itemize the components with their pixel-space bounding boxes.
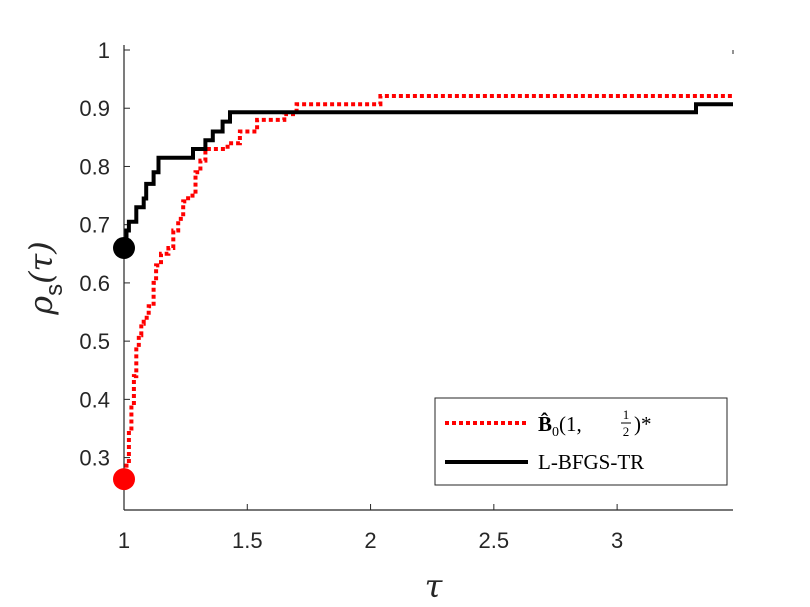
- series-group: [113, 94, 733, 491]
- y-tick-label: 1: [98, 38, 110, 63]
- y-axis-label: ρs(τ): [22, 241, 68, 315]
- y-tick-label: 0.8: [79, 154, 110, 179]
- legend-frac-den: 2: [623, 424, 630, 439]
- x-axis-label: τ: [425, 567, 444, 605]
- x-tick-label: 1.5: [232, 528, 263, 553]
- series-start-marker-1: [113, 236, 135, 259]
- x-tick-label: 2.5: [479, 528, 510, 553]
- series-line-1: [124, 102, 733, 250]
- x-tick-label: 1: [118, 528, 130, 553]
- legend: B̂0(1, 1 2 )* L-BFGS-TR: [434, 397, 728, 486]
- y-tick-label: 0.5: [79, 329, 110, 354]
- y-tick-label: 0.3: [79, 446, 110, 471]
- series-line-0: [124, 94, 733, 482]
- y-tick-label: 0.6: [79, 271, 110, 296]
- legend-close: )*: [634, 412, 652, 436]
- y-tick-label: 0.7: [79, 213, 110, 238]
- legend-frac-num: 1: [623, 407, 630, 422]
- y-tick-label: 0.4: [79, 387, 110, 412]
- legend-label-1: L-BFGS-TR: [538, 450, 644, 474]
- x-tick-label: 3: [611, 528, 623, 553]
- legend-box: [434, 397, 728, 486]
- series-start-marker-0: [113, 468, 135, 491]
- legend-label-0: B̂0(1,: [538, 412, 582, 440]
- axes: 1 1.5 2 2.5 3 0.3 0.4 0.5 0.6 0.7 0.8 0.9 1 τ ρs(τ): [22, 38, 734, 605]
- y-tick-label: 0.9: [79, 96, 110, 121]
- x-tick-label: 2: [364, 528, 376, 553]
